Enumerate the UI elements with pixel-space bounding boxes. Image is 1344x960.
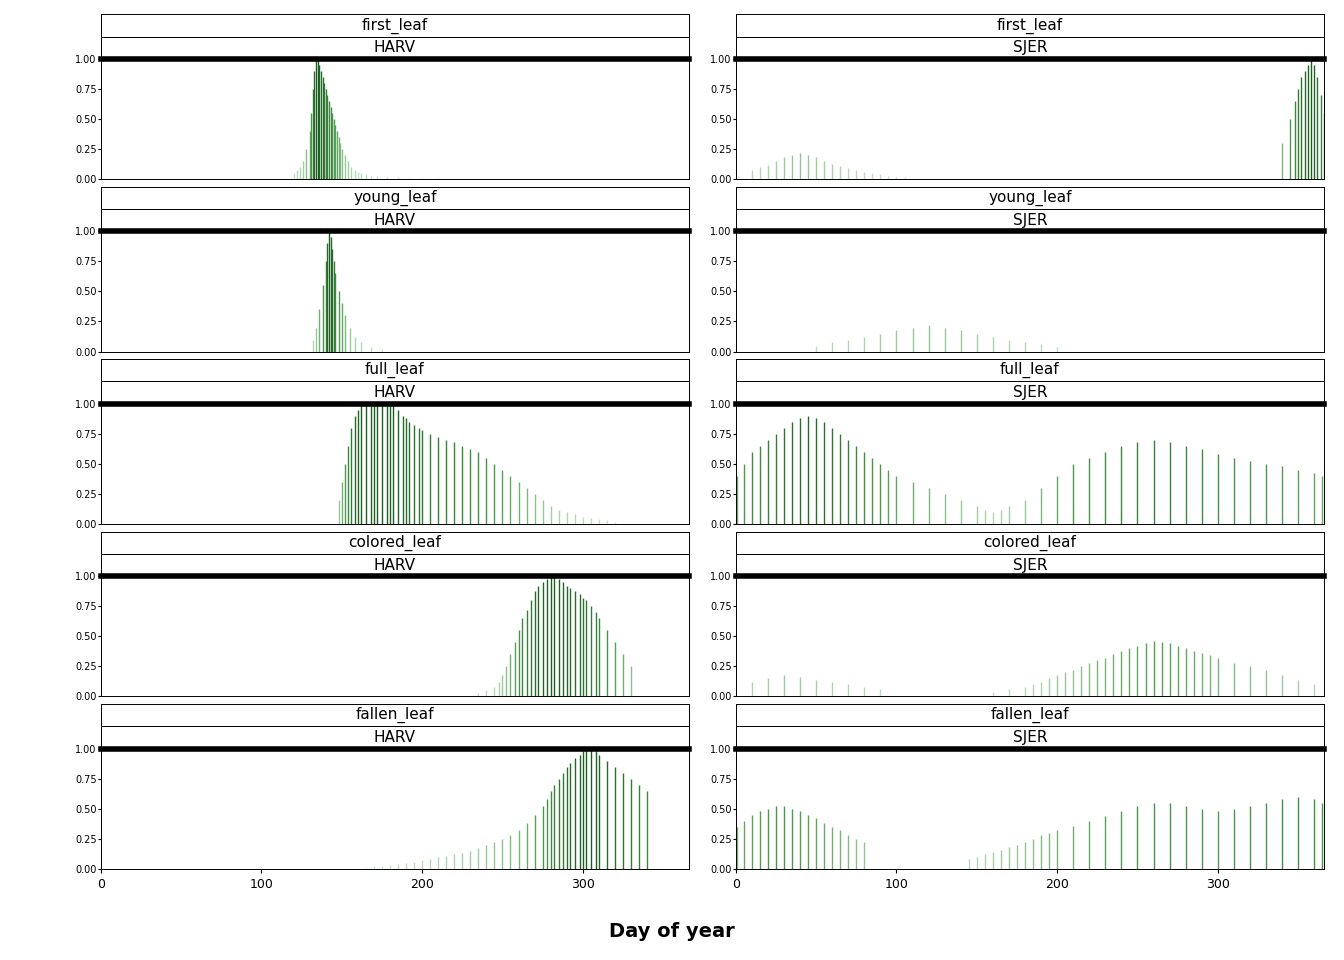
Text: Day of year: Day of year: [609, 922, 735, 941]
Text: first_leaf: first_leaf: [362, 17, 427, 34]
Text: young_leaf: young_leaf: [353, 190, 437, 206]
Text: SJER: SJER: [1012, 40, 1047, 56]
Text: full_leaf: full_leaf: [1000, 362, 1059, 378]
Text: colored_leaf: colored_leaf: [984, 535, 1077, 551]
Text: HARV: HARV: [374, 213, 415, 228]
Text: fallen_leaf: fallen_leaf: [356, 708, 434, 723]
Text: HARV: HARV: [374, 730, 415, 745]
Text: young_leaf: young_leaf: [988, 190, 1071, 206]
Text: colored_leaf: colored_leaf: [348, 535, 441, 551]
Text: SJER: SJER: [1012, 730, 1047, 745]
Text: HARV: HARV: [374, 558, 415, 572]
Text: SJER: SJER: [1012, 385, 1047, 400]
Text: first_leaf: first_leaf: [997, 17, 1063, 34]
Text: HARV: HARV: [374, 385, 415, 400]
Text: SJER: SJER: [1012, 558, 1047, 572]
Text: SJER: SJER: [1012, 213, 1047, 228]
Text: full_leaf: full_leaf: [366, 362, 425, 378]
Text: HARV: HARV: [374, 40, 415, 56]
Text: fallen_leaf: fallen_leaf: [991, 708, 1068, 723]
